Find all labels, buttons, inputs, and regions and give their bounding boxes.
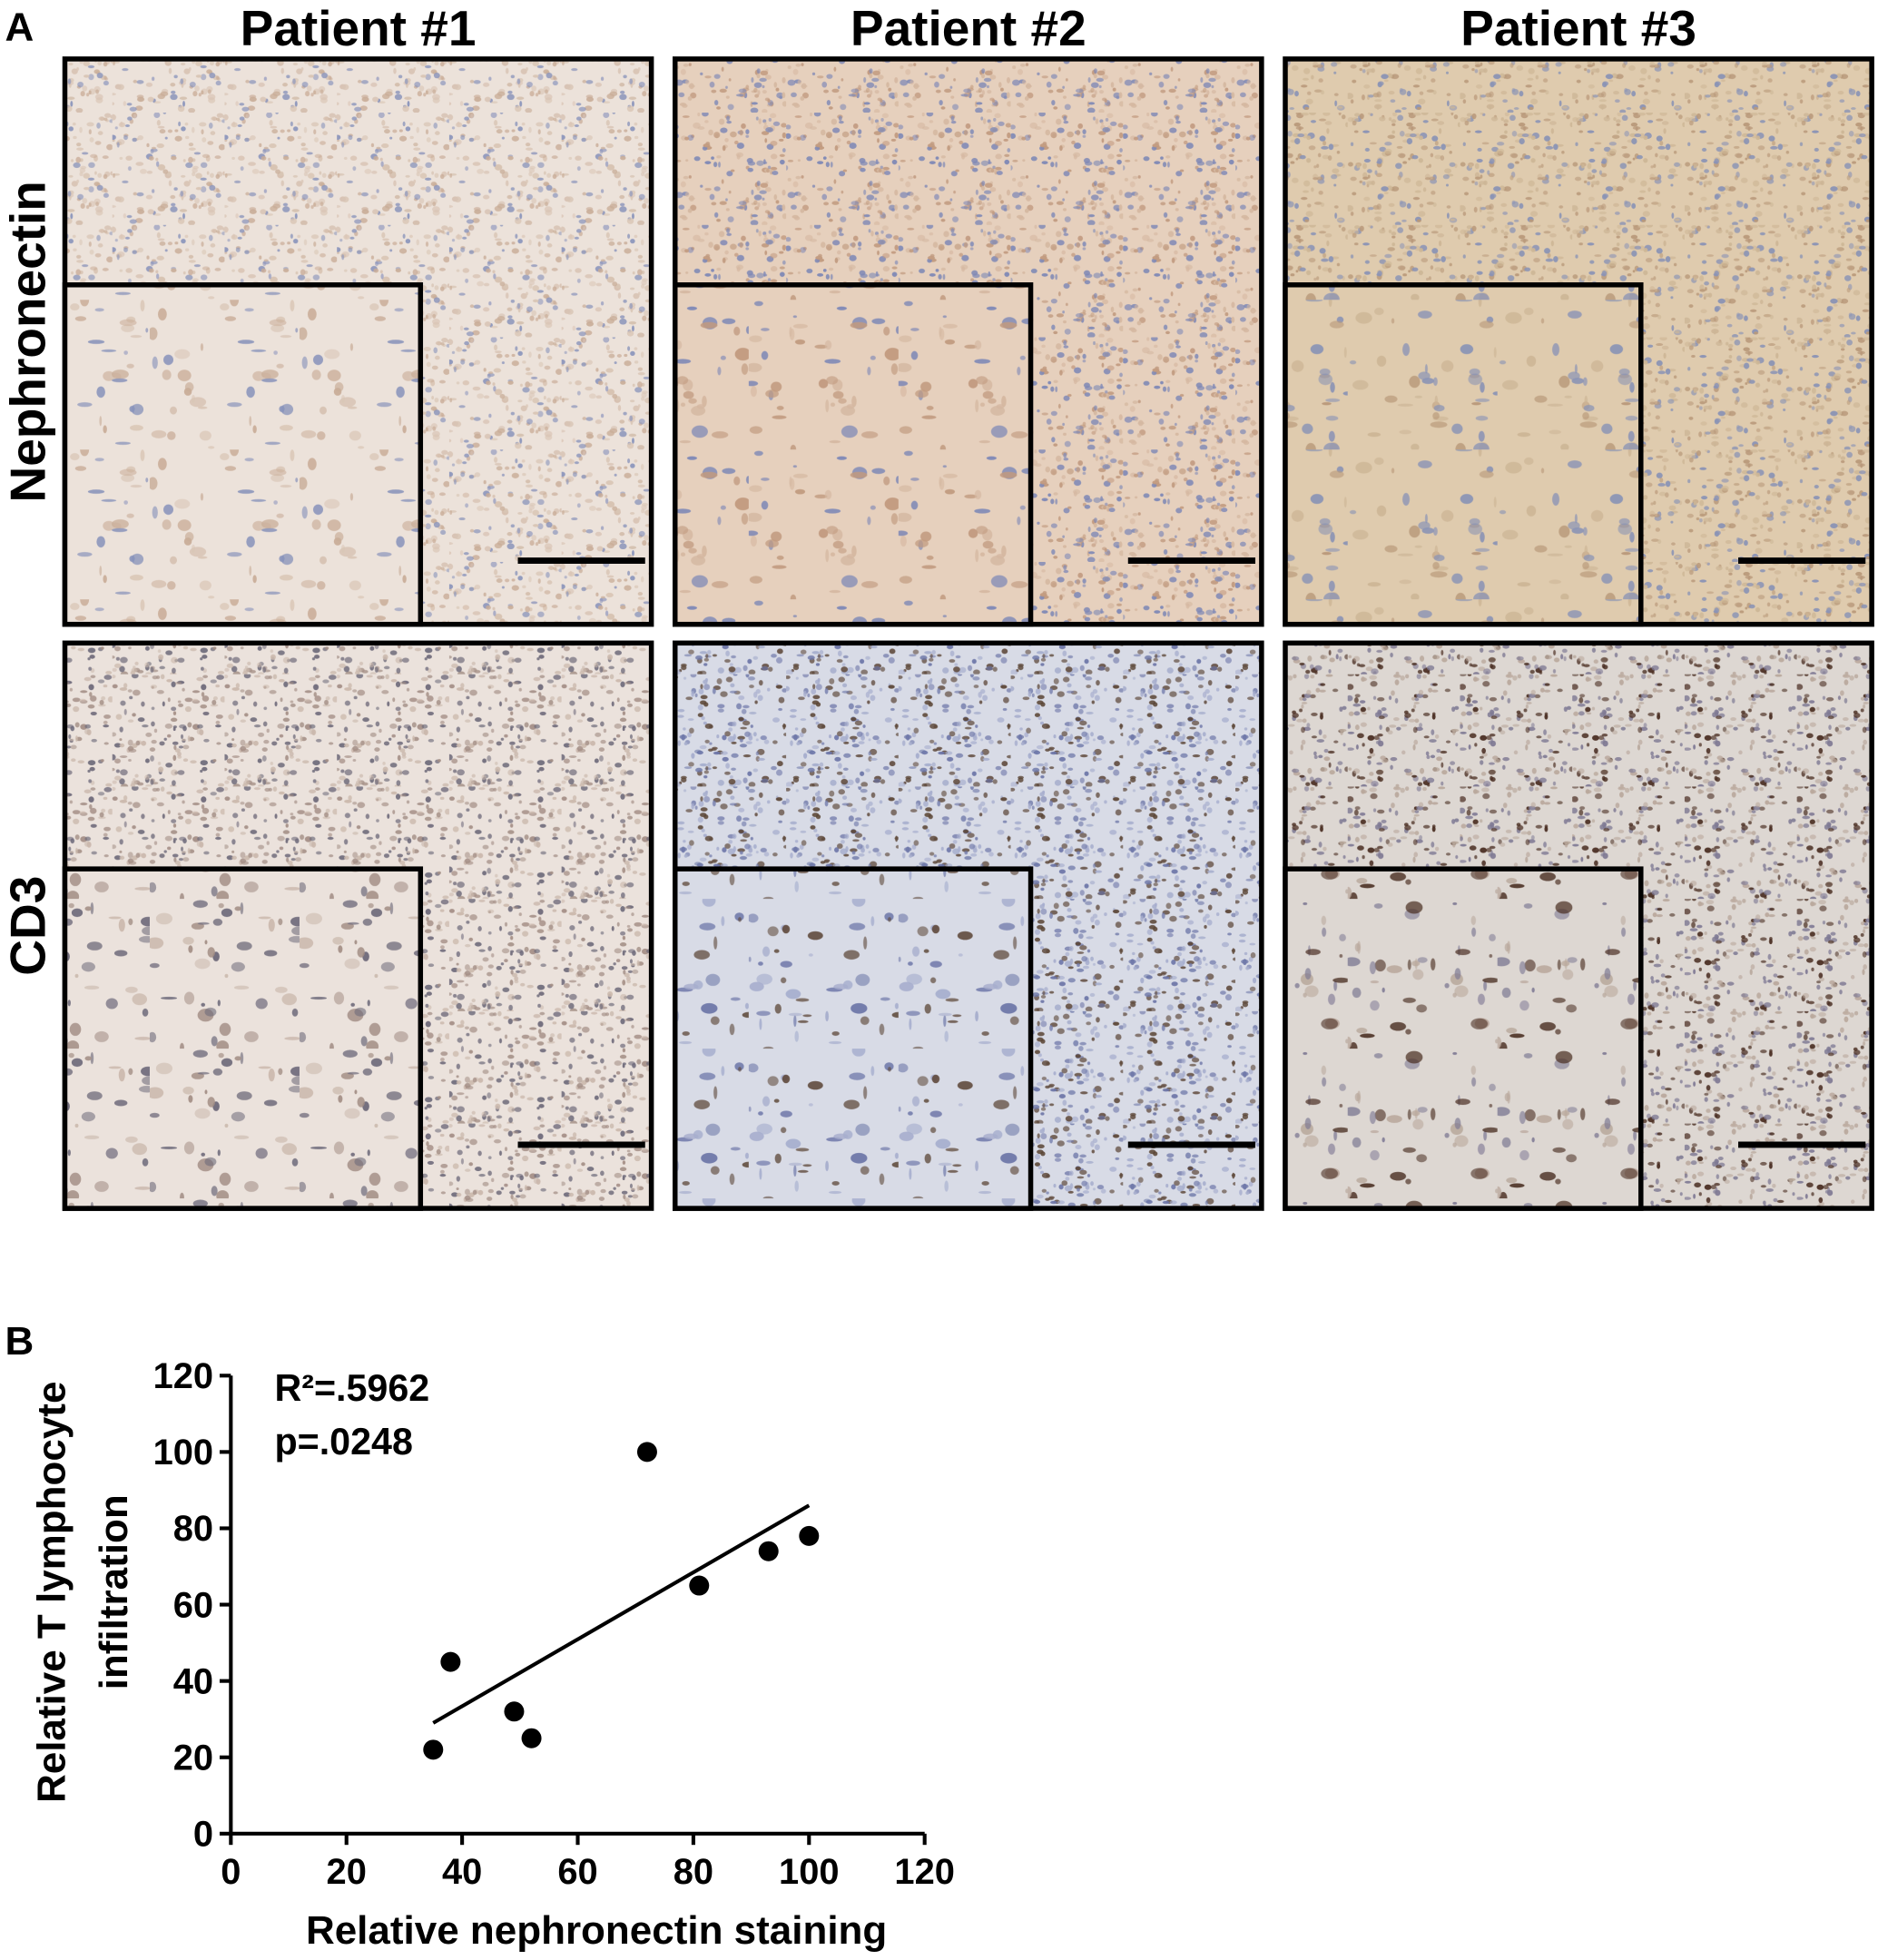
y-axis-title: infiltration xyxy=(92,1494,136,1689)
micrograph-inset xyxy=(672,282,1034,627)
x-axis-title: Relative nephronectin staining xyxy=(306,1908,887,1953)
x-tick-label: 0 xyxy=(221,1852,241,1892)
point xyxy=(440,1651,461,1672)
x-tick-label: 60 xyxy=(557,1852,597,1892)
y-axis-title: Relative T lymphocyte xyxy=(29,1382,74,1803)
y-tick-label: 40 xyxy=(173,1661,213,1701)
y-tick-label: 80 xyxy=(173,1509,213,1549)
row-label: CD3 xyxy=(0,876,55,976)
point xyxy=(758,1541,779,1561)
row-label: Nephronectin xyxy=(0,181,55,502)
panel-a-label: A xyxy=(5,5,34,49)
y-tick-label: 0 xyxy=(193,1815,213,1855)
micrograph-inset xyxy=(62,282,424,627)
micrograph-inset xyxy=(1283,866,1644,1211)
annotation: p=.0248 xyxy=(274,1421,412,1463)
point xyxy=(689,1575,710,1596)
column-title: Patient #1 xyxy=(241,0,477,56)
y-tick-label: 20 xyxy=(173,1738,213,1778)
point xyxy=(636,1442,657,1463)
point xyxy=(521,1728,542,1748)
x-tick-label: 120 xyxy=(894,1852,955,1892)
panel-b-label: B xyxy=(5,1319,34,1364)
column-title: Patient #2 xyxy=(851,0,1086,56)
y-tick-label: 100 xyxy=(153,1433,214,1472)
point xyxy=(799,1525,820,1546)
x-tick-label: 80 xyxy=(674,1852,713,1892)
y-tick-label: 120 xyxy=(153,1356,214,1396)
x-tick-label: 100 xyxy=(779,1852,840,1892)
fit-line xyxy=(432,1503,811,1725)
y-tick-label: 60 xyxy=(173,1585,213,1625)
x-tick-label: 40 xyxy=(442,1852,482,1892)
annotation: R²=.5962 xyxy=(274,1367,429,1409)
micrograph-inset xyxy=(62,866,424,1211)
x-tick-label: 20 xyxy=(327,1852,367,1892)
micrograph-inset xyxy=(672,866,1034,1211)
column-title: Patient #3 xyxy=(1460,0,1696,56)
point xyxy=(423,1739,444,1760)
point xyxy=(504,1701,525,1722)
micrograph-inset xyxy=(1283,282,1644,627)
